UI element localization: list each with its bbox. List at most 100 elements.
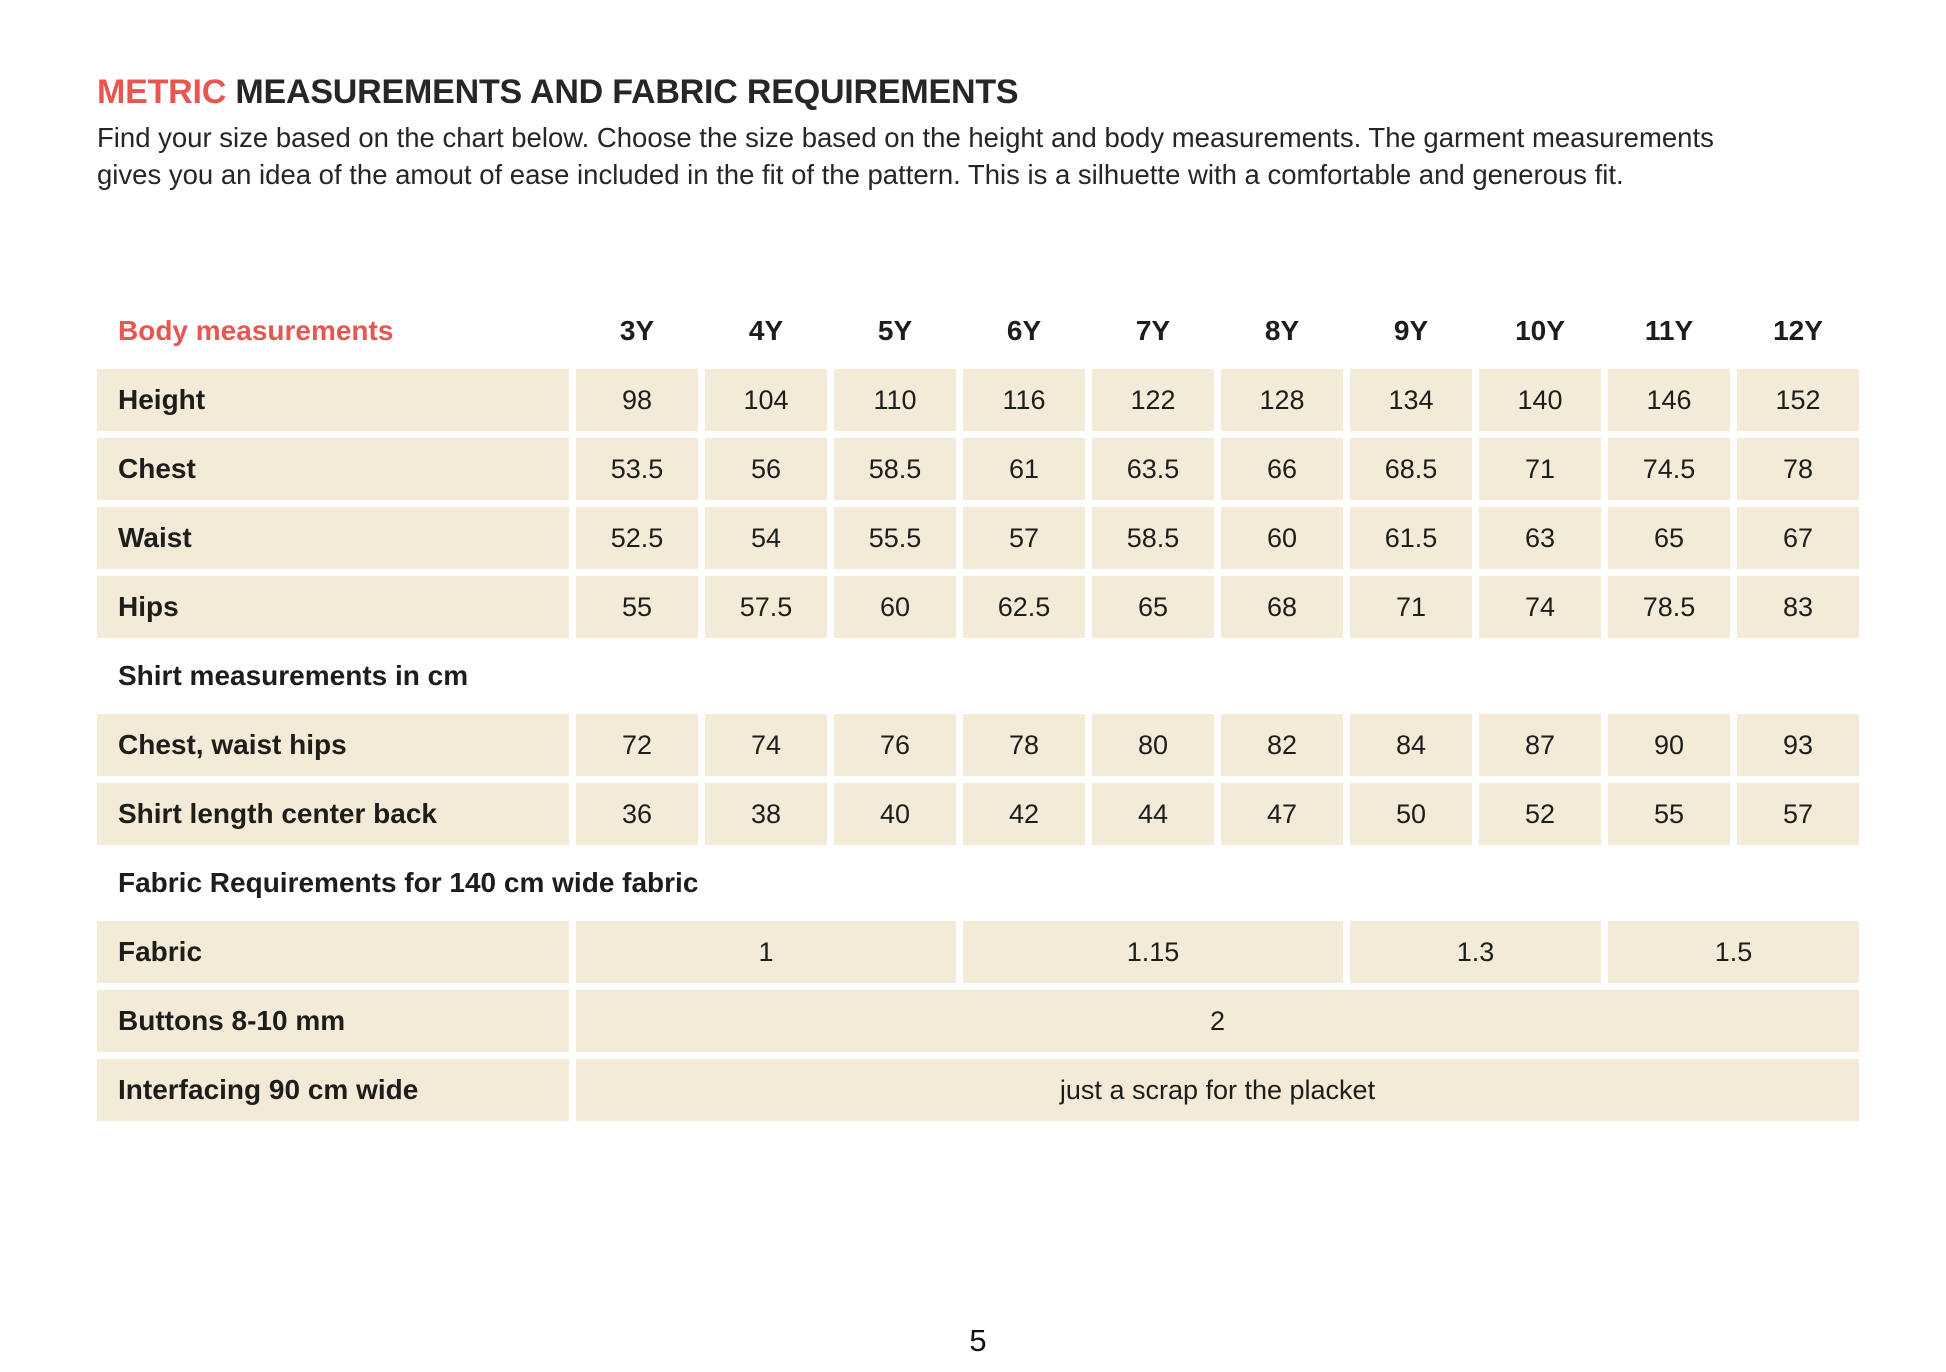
value-cell: 74: [705, 714, 827, 776]
table-row: Interfacing 90 cm wide just a scrap for t…: [97, 1059, 1859, 1121]
page-title-rest: MEASUREMENTS AND FABRIC REQUIREMENTS: [226, 73, 1019, 111]
value-cell: 54: [705, 507, 827, 569]
size-column-header: 8Y: [1264, 315, 1300, 346]
value-cell: 1.3: [1350, 921, 1601, 983]
row-label: Hips: [97, 576, 569, 638]
value-cell: 68: [1221, 576, 1343, 638]
value-cell: 110: [834, 369, 956, 431]
intro-text: Find your size based on the chart below.…: [97, 119, 1866, 193]
size-column-header: 11Y: [1644, 315, 1694, 346]
value-cell: 57: [963, 507, 1085, 569]
row-label: Shirt length center back: [97, 783, 569, 845]
table-header-label: Body measurements: [118, 315, 394, 346]
value-cell: 58.5: [834, 438, 956, 500]
size-column-header: 6Y: [1006, 315, 1042, 346]
value-cell: 87: [1479, 714, 1601, 776]
table-row: Shirt length center back 36 38 40 42 44 47 50 52…: [97, 783, 1859, 845]
table-row: Body measurements 3Y 4Y 5Y 6Y 7Y 8Y 9Y 10Y 11Y 12Y: [97, 300, 1859, 362]
value-cell: 71: [1350, 576, 1472, 638]
size-column-header: 3Y: [619, 315, 655, 346]
value-cell: 134: [1350, 369, 1472, 431]
value-cell: 98: [576, 369, 698, 431]
value-cell: 57.5: [705, 576, 827, 638]
value-cell: 83: [1737, 576, 1859, 638]
value-cell: 55: [576, 576, 698, 638]
value-cell: 80: [1092, 714, 1214, 776]
value-cell: 58.5: [1092, 507, 1214, 569]
value-cell: 47: [1221, 783, 1343, 845]
value-cell: 65: [1092, 576, 1214, 638]
value-cell: 68.5: [1350, 438, 1472, 500]
value-cell: 56: [705, 438, 827, 500]
value-cell: 60: [1221, 507, 1343, 569]
value-cell: just a scrap for the placket: [576, 1059, 1859, 1121]
value-cell: 1.5: [1608, 921, 1859, 983]
size-column-header: 4Y: [748, 315, 784, 346]
intro-line-2: gives you an idea of the amout of ease i…: [97, 159, 1624, 190]
value-cell: 67: [1737, 507, 1859, 569]
value-cell: 152: [1737, 369, 1859, 431]
value-cell: 78.5: [1608, 576, 1730, 638]
value-cell: 55: [1608, 783, 1730, 845]
value-cell: 76: [834, 714, 956, 776]
table-row: Hips 55 57.5 60 62.5 65 68 71 74 78.5 83: [97, 576, 1859, 638]
value-cell: 122: [1092, 369, 1214, 431]
row-label: Height: [97, 369, 569, 431]
value-cell: 84: [1350, 714, 1472, 776]
section-row: Fabric Requirements for 140 cm wide fabr…: [97, 852, 1859, 914]
size-column-header: 5Y: [877, 315, 913, 346]
table-row: Fabric 1 1.15 1.3 1.5: [97, 921, 1859, 983]
value-cell: 38: [705, 783, 827, 845]
table-row: Waist 52.5 54 55.5 57 58.5 60 61.5 63 65 67: [97, 507, 1859, 569]
intro-line-1: Find your size based on the chart below.…: [97, 122, 1714, 153]
value-cell: 44: [1092, 783, 1214, 845]
value-cell: 146: [1608, 369, 1730, 431]
table-row: Chest, waist hips 72 74 76 78 80 82 84 87 90 93: [97, 714, 1859, 776]
value-cell: 36: [576, 783, 698, 845]
value-cell: 78: [1737, 438, 1859, 500]
page-title-accent: METRIC: [97, 73, 227, 111]
row-label: Chest, waist hips: [97, 714, 569, 776]
value-cell: 93: [1737, 714, 1859, 776]
value-cell: 63.5: [1092, 438, 1214, 500]
value-cell: 78: [963, 714, 1085, 776]
size-table-body: Body measurements 3Y 4Y 5Y 6Y 7Y 8Y 9Y 10Y 11Y 12Y…: [97, 300, 1859, 1121]
row-label: Buttons 8-10 mm: [97, 990, 569, 1052]
page-number: 5: [969, 1323, 987, 1358]
value-cell: 2: [576, 990, 1859, 1052]
size-column-header: 10Y: [1515, 315, 1565, 346]
value-cell: 66: [1221, 438, 1343, 500]
size-column-header: 12Y: [1773, 315, 1823, 346]
row-label: Waist: [97, 507, 569, 569]
value-cell: 52.5: [576, 507, 698, 569]
section-row: Shirt measurements in cm: [97, 645, 1859, 707]
value-cell: 72: [576, 714, 698, 776]
value-cell: 65: [1608, 507, 1730, 569]
row-label: Fabric: [97, 921, 569, 983]
value-cell: 60: [834, 576, 956, 638]
table-row: Buttons 8-10 mm 2: [97, 990, 1859, 1052]
value-cell: 116: [963, 369, 1085, 431]
value-cell: 52: [1479, 783, 1601, 845]
row-label: Interfacing 90 cm wide: [97, 1059, 569, 1121]
value-cell: 90: [1608, 714, 1730, 776]
table-row: Height 98 104 110 116 122 128 134 140 146 152: [97, 369, 1859, 431]
value-cell: 1: [576, 921, 956, 983]
value-cell: 1.15: [963, 921, 1343, 983]
value-cell: 104: [705, 369, 827, 431]
size-column-header: 9Y: [1393, 315, 1429, 346]
row-label: Chest: [97, 438, 569, 500]
size-table: Body measurements 3Y 4Y 5Y 6Y 7Y 8Y 9Y 10Y 11Y 12Y…: [90, 293, 1866, 1128]
value-cell: 57: [1737, 783, 1859, 845]
value-cell: 55.5: [834, 507, 956, 569]
value-cell: 61.5: [1350, 507, 1472, 569]
value-cell: 74: [1479, 576, 1601, 638]
value-cell: 50: [1350, 783, 1472, 845]
size-column-header: 7Y: [1135, 315, 1171, 346]
value-cell: 140: [1479, 369, 1601, 431]
value-cell: 62.5: [963, 576, 1085, 638]
value-cell: 128: [1221, 369, 1343, 431]
value-cell: 61: [963, 438, 1085, 500]
value-cell: 42: [963, 783, 1085, 845]
section-header: Fabric Requirements for 140 cm wide fabr…: [118, 867, 699, 898]
